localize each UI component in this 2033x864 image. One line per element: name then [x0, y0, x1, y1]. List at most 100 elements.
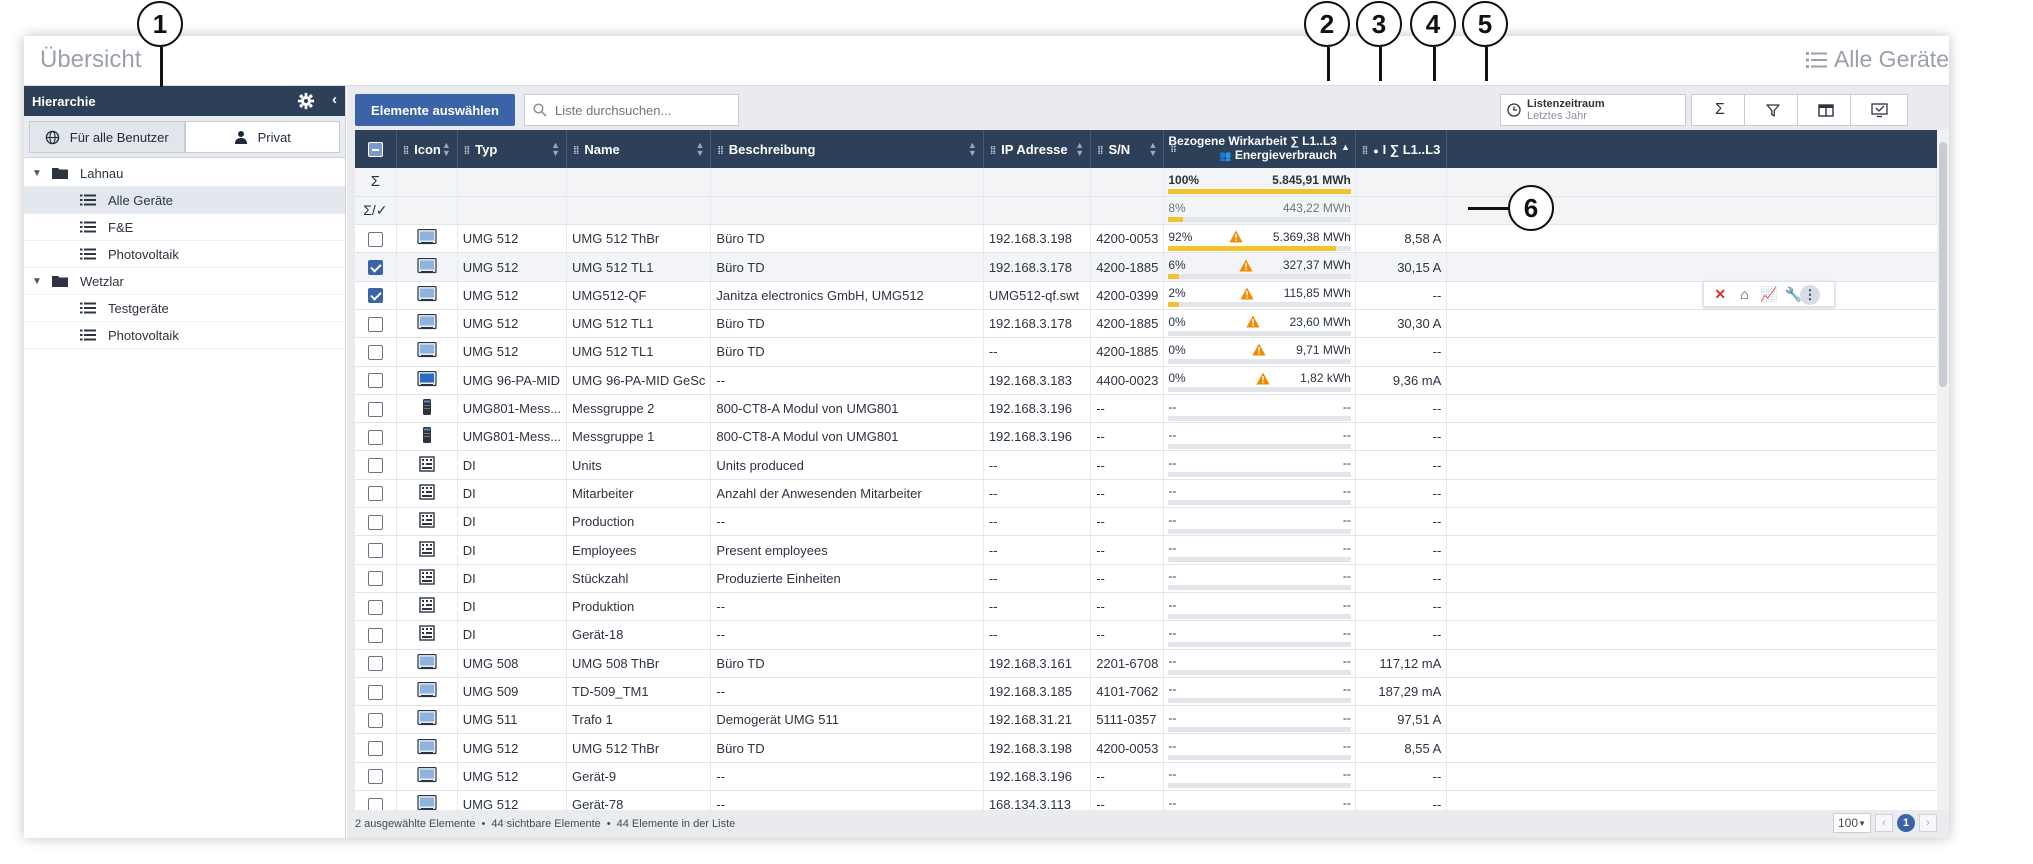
row-checkbox[interactable] [367, 288, 383, 304]
column-header-icon[interactable]: ⁞⁞ Icon ▲ ▼ [396, 130, 458, 168]
row-checkbox[interactable] [367, 316, 383, 332]
column-header-name[interactable]: ⁞⁞ Name ▲ ▼ [566, 130, 712, 168]
table-row[interactable]: UMG801-Mess... Messgruppe 1 800-CT8-A Modu… [355, 422, 1937, 452]
chart-icon[interactable]: 📈 [1760, 285, 1778, 302]
wrench-icon[interactable]: 🔧 [1784, 285, 1803, 302]
scrollbar-thumb[interactable] [1939, 142, 1947, 387]
table-row[interactable]: DI Produktion -- -- -- -- -- -- [355, 592, 1937, 622]
row-checkbox[interactable] [367, 458, 383, 474]
column-header-ip[interactable]: ⁞⁞ IP Adresse ▲ ▼ [983, 130, 1092, 168]
row-checkbox[interactable] [367, 373, 383, 389]
table-row[interactable]: UMG 512 UMG 512 TL1 Büro TD 192.168.3.178 42… [355, 309, 1937, 339]
row-select-cell[interactable] [355, 309, 397, 339]
table-row[interactable]: UMG 96-PA-MID UMG 96-PA-MID GeSc -- 192.168… [355, 366, 1937, 395]
home-icon[interactable]: ⌂ [1740, 286, 1749, 302]
table-row[interactable]: UMG 508 UMG 508 ThBr Büro TD 192.168.3.161 2… [355, 649, 1937, 678]
row-select-cell[interactable] [355, 507, 397, 537]
tree-item[interactable]: ▼ Wetzlar [24, 268, 345, 295]
tree-item[interactable]: F&E [24, 214, 345, 241]
column-header-description[interactable]: ⁞⁞ Beschreibung ▲ ▼ [710, 130, 984, 168]
row-checkbox[interactable] [367, 401, 383, 417]
sum-button[interactable]: Σ [1691, 94, 1749, 126]
filter-button[interactable] [1744, 94, 1802, 126]
tree-item[interactable]: Photovoltaik [24, 322, 345, 349]
row-select-cell[interactable] [355, 620, 397, 650]
page-size-select[interactable]: 100 ▼ [1833, 813, 1871, 833]
row-checkbox[interactable] [367, 543, 383, 559]
export-button[interactable] [1850, 94, 1908, 126]
prev-page-button[interactable]: ‹ [1875, 814, 1893, 832]
tree-item[interactable]: Photovoltaik [24, 241, 345, 268]
row-checkbox[interactable] [367, 741, 383, 757]
row-checkbox[interactable] [367, 514, 383, 530]
table-row[interactable]: UMG 512 Gerät-9 -- 192.168.3.196 -- -- -- -- [355, 762, 1937, 792]
table-row[interactable]: UMG 509 TD-509_TM1 -- 192.168.3.185 4101-706… [355, 677, 1937, 707]
row-select-cell[interactable] [355, 535, 397, 565]
more-options-icon[interactable]: ⋮ [1800, 285, 1820, 305]
row-checkbox[interactable] [367, 684, 383, 700]
tree-item[interactable]: Testgeräte [24, 295, 345, 322]
row-checkbox[interactable] [367, 769, 383, 785]
row-checkbox[interactable] [367, 712, 383, 728]
row-select-cell[interactable] [355, 762, 397, 792]
row-select-cell[interactable] [355, 450, 397, 480]
row-select-cell[interactable] [355, 790, 397, 810]
gear-icon[interactable] [297, 92, 315, 110]
table-row[interactable]: DI Gerät-18 -- -- -- -- -- -- [355, 620, 1937, 650]
row-select-cell[interactable] [355, 564, 397, 593]
row-checkbox[interactable] [367, 486, 383, 502]
column-header-energy[interactable]: ⁞⁞ Bezogene Wirkarbeit ∑ L1..L3 👥 Energi… [1163, 130, 1356, 168]
table-row[interactable]: UMG 512 UMG512-QF Janitza electronics GmbH… [355, 281, 1937, 310]
table-row[interactable]: UMG 512 UMG 512 TL1 Büro TD 192.168.3.178 42… [355, 252, 1937, 282]
column-header-current[interactable]: ⁞⁞ ● I ∑ L1..L3 [1355, 130, 1448, 168]
scope-private-button[interactable]: Privat [184, 121, 340, 153]
row-checkbox[interactable] [367, 571, 383, 587]
row-checkbox[interactable] [367, 231, 383, 247]
row-select-cell[interactable] [355, 705, 397, 735]
table-row[interactable]: DI Units Units produced -- -- -- -- -- [355, 450, 1937, 480]
row-select-cell[interactable] [355, 677, 397, 707]
row-checkbox[interactable] [367, 599, 383, 615]
columns-button[interactable] [1797, 94, 1855, 126]
table-row[interactable]: DI Mitarbeiter Anzahl der Anwesenden Mitar… [355, 479, 1937, 509]
row-select-cell[interactable] [355, 252, 397, 282]
table-row[interactable]: UMG 511 Trafo 1 Demogerät UMG 511 192.168.3… [355, 705, 1937, 735]
vertical-scrollbar[interactable] [1937, 130, 1949, 810]
row-select-cell[interactable] [355, 733, 397, 763]
row-select-cell[interactable] [355, 281, 397, 310]
row-checkbox[interactable] [367, 429, 383, 445]
collapse-sidebar-icon[interactable]: ‹ [332, 91, 337, 108]
row-select-cell[interactable] [355, 422, 397, 452]
table-row[interactable]: DI Stückzahl Produzierte Einheiten -- -- -- --… [355, 564, 1937, 593]
next-page-button[interactable]: › [1919, 814, 1937, 832]
select-all-header[interactable] [355, 130, 397, 168]
table-row[interactable]: DI Production -- -- -- -- -- -- [355, 507, 1937, 537]
column-header-type[interactable]: ⁞⁞ Typ ▲ ▼ [457, 130, 568, 168]
row-select-cell[interactable] [355, 224, 397, 254]
tree-item[interactable]: ▼ Lahnau [24, 160, 345, 187]
caret-down-icon[interactable]: ▼ [32, 275, 42, 287]
row-checkbox[interactable] [367, 656, 383, 672]
column-header-sn[interactable]: ⁞⁞ S/N ▲ ▼ [1090, 130, 1165, 168]
table-row[interactable]: UMG801-Mess... Messgruppe 2 800-CT8-A Modu… [355, 394, 1937, 424]
row-checkbox[interactable] [367, 797, 383, 810]
table-row[interactable]: UMG 512 UMG 512 ThBr Büro TD 192.168.3.198 4… [355, 224, 1937, 254]
row-select-cell[interactable] [355, 592, 397, 622]
table-row[interactable]: UMG 512 Gerät-78 -- 168.134.3.113 -- -- -- -- [355, 790, 1937, 810]
row-checkbox[interactable] [367, 260, 383, 276]
select-all-checkbox[interactable] [367, 142, 383, 158]
row-select-cell[interactable] [355, 366, 397, 395]
list-period-selector[interactable]: Listenzeitraum Letztes Jahr [1500, 94, 1686, 126]
caret-down-icon[interactable]: ▼ [32, 167, 42, 179]
scope-all-users-button[interactable]: Für alle Benutzer [29, 121, 185, 153]
table-row[interactable]: DI Employees Present employees -- -- -- -- -- [355, 535, 1937, 565]
row-select-cell[interactable] [355, 649, 397, 678]
current-page[interactable]: 1 [1897, 814, 1915, 832]
table-row[interactable]: UMG 512 UMG 512 ThBr Büro TD 192.168.3.198 4… [355, 733, 1937, 763]
row-checkbox[interactable] [367, 627, 383, 643]
tree-item[interactable]: Alle Geräte [24, 187, 345, 214]
table-row[interactable]: UMG 512 UMG 512 TL1 Büro TD -- 4200-1885 0% 9,… [355, 337, 1937, 367]
row-checkbox[interactable] [367, 344, 383, 360]
row-select-cell[interactable] [355, 394, 397, 424]
select-elements-button[interactable]: Elemente auswählen [355, 94, 515, 126]
